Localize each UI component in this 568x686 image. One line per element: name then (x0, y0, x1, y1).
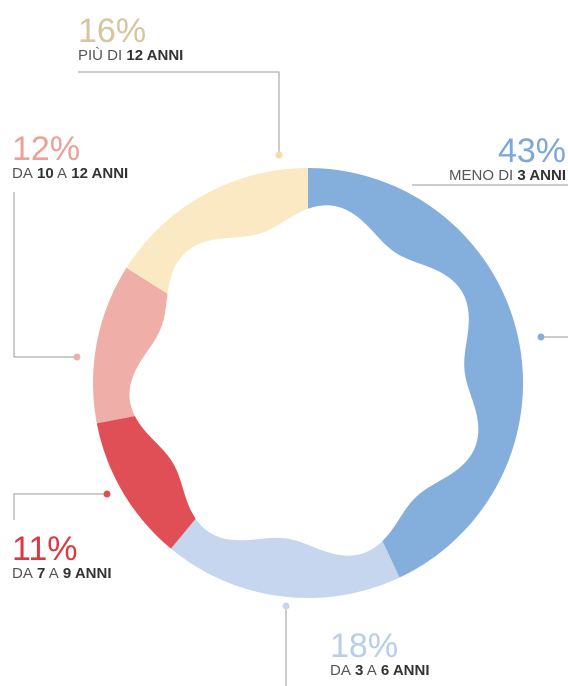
value-label: 18% (330, 627, 398, 665)
category-label: DA 3 A 6 ANNI (330, 662, 430, 679)
value-label: 11% (12, 530, 78, 568)
slice (170, 518, 400, 598)
leader-line (13, 192, 77, 358)
leader-dot (537, 333, 545, 341)
category-label: PIÙ DI 12 ANNI (78, 47, 183, 64)
leader-line (412, 184, 568, 338)
value-label: 43% (498, 132, 566, 170)
leader-line (78, 71, 280, 155)
category-label: DA 10 A 12 ANNI (12, 165, 128, 182)
leader-dot (275, 151, 283, 159)
value-label: 16% (78, 12, 146, 50)
category-label: MENO DI 3 ANNI (449, 167, 566, 184)
slice (93, 267, 168, 424)
slice (308, 168, 523, 578)
slice (96, 416, 196, 549)
slice (126, 168, 308, 294)
leader-dot (282, 602, 290, 610)
category-label: DA 7 A 9 ANNI (12, 565, 112, 582)
leader-dot (73, 353, 81, 361)
leader-line (13, 493, 107, 520)
value-label: 12% (12, 130, 80, 168)
leader-dot (103, 490, 111, 498)
